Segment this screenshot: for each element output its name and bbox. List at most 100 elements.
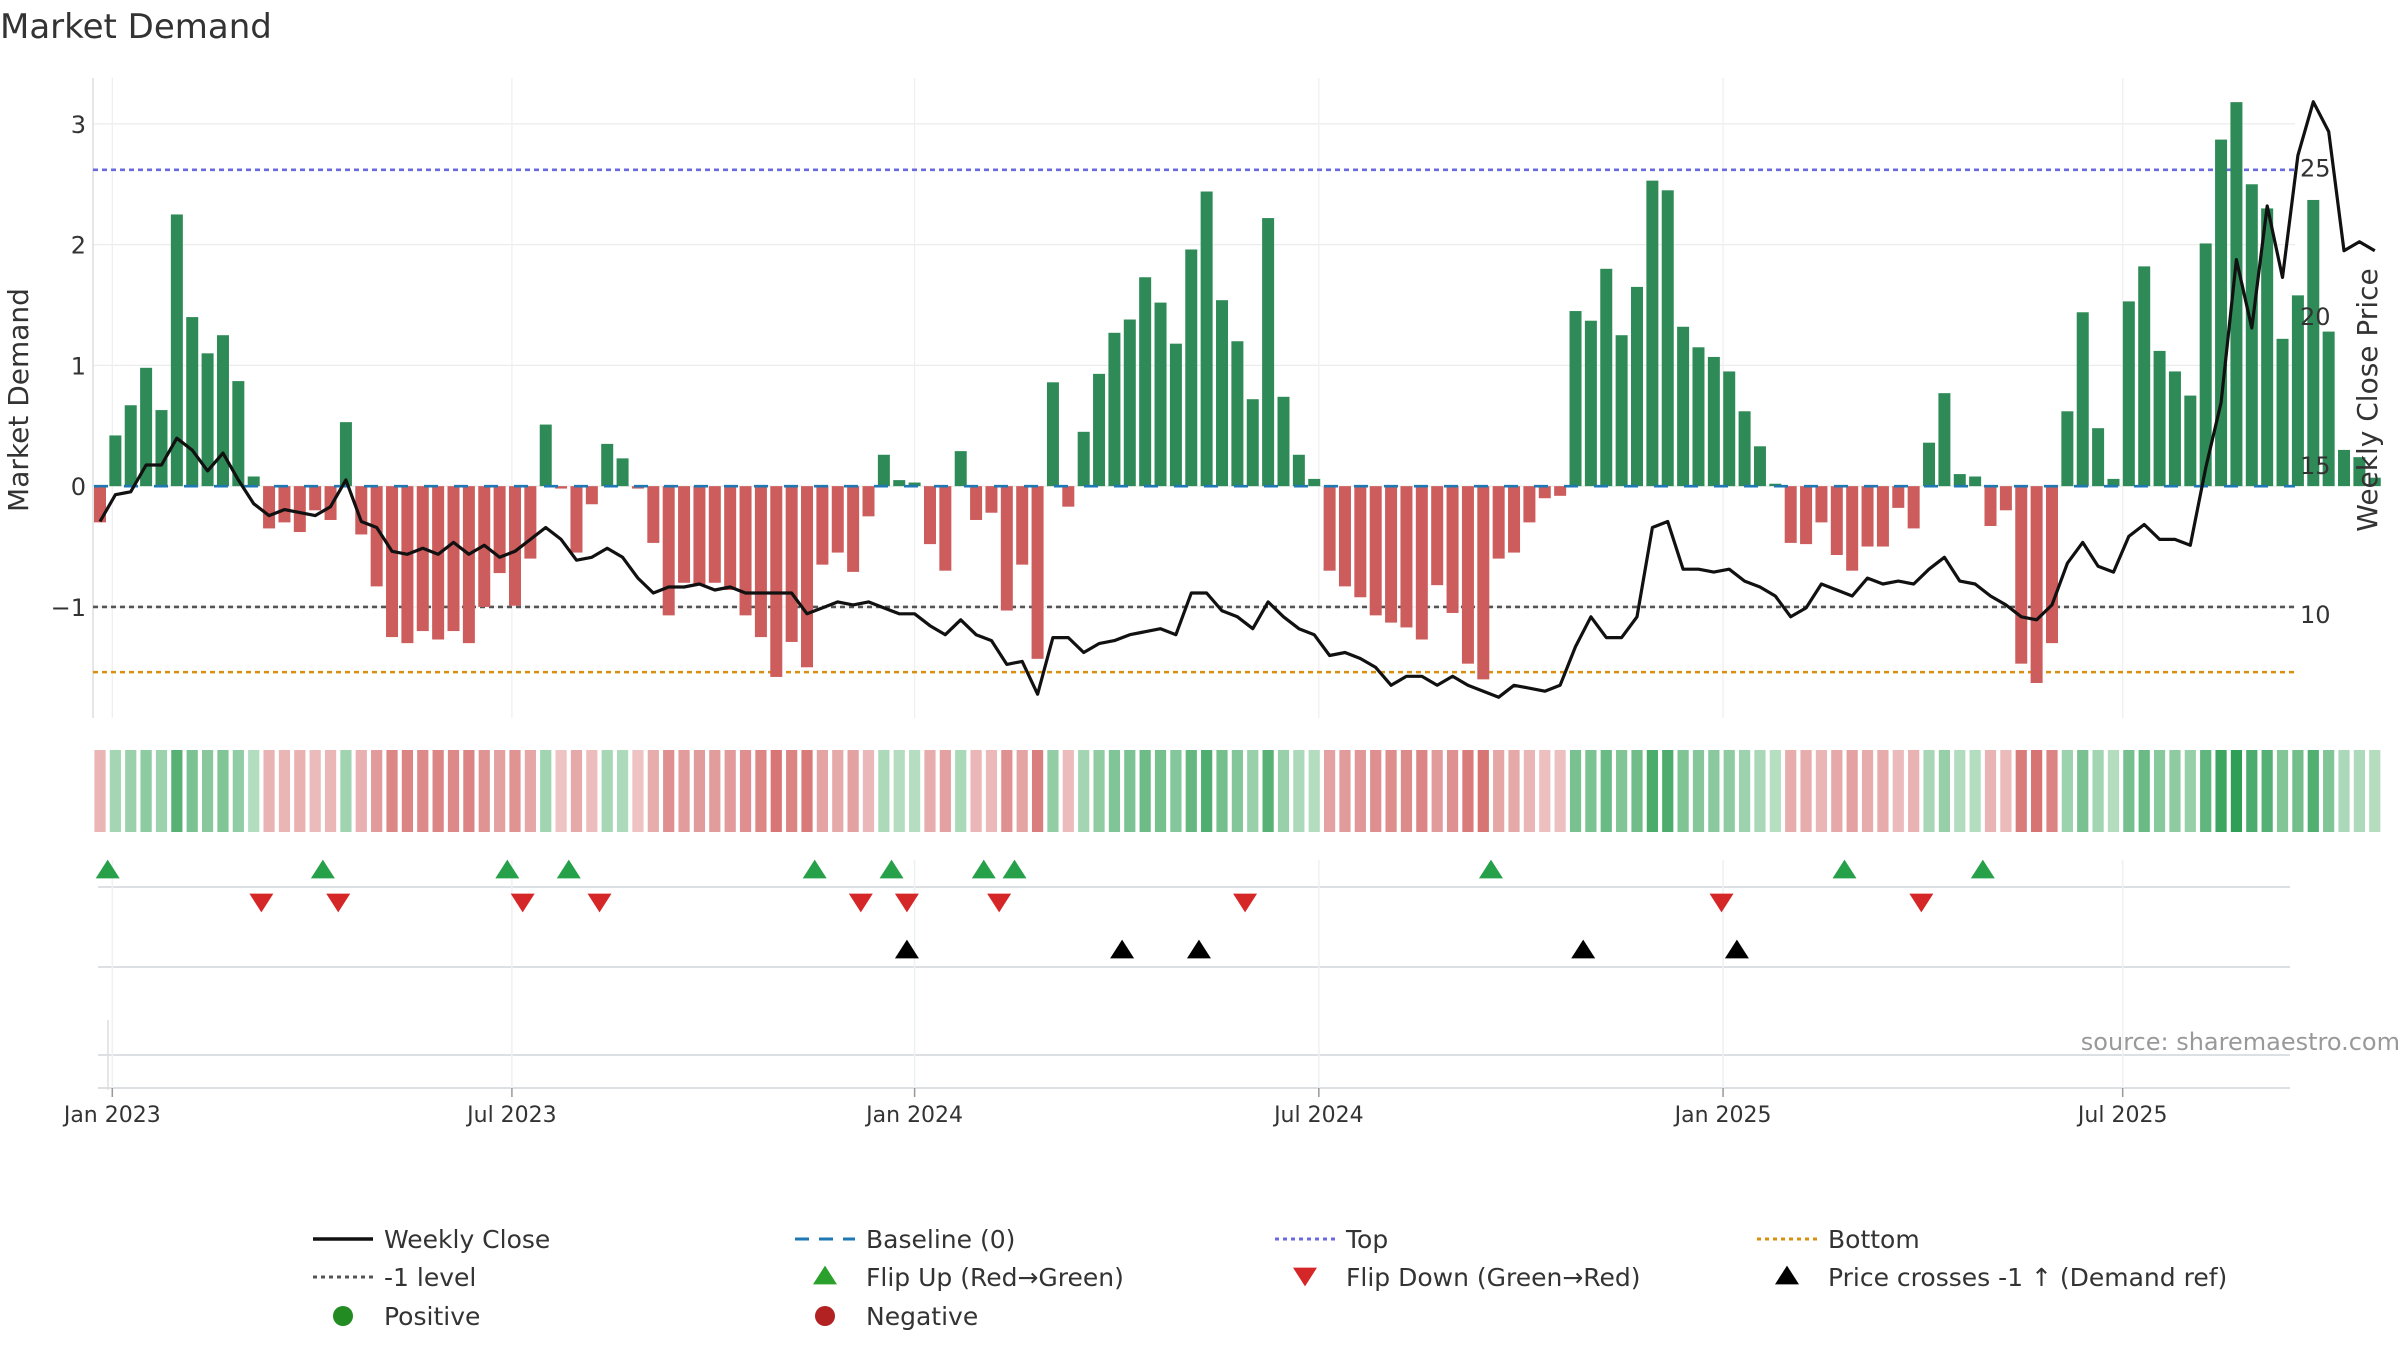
demand-bar	[2138, 266, 2151, 487]
demand-bar	[662, 486, 675, 616]
heat-cell	[94, 750, 106, 832]
demand-bar	[2230, 102, 2243, 487]
demand-bar	[1892, 486, 1905, 508]
heat-cell	[1185, 750, 1197, 832]
x-tick-label: Jan 2023	[62, 1103, 161, 1128]
heat-cell	[125, 750, 137, 832]
demand-bar	[524, 486, 537, 559]
flip-down-marker	[587, 893, 612, 913]
demand-bar	[2153, 350, 2166, 487]
x-tick-label: Jul 2023	[465, 1103, 557, 1128]
heat-cell	[248, 750, 260, 832]
demand-bar	[1999, 486, 2012, 511]
heat-cell	[1677, 750, 1689, 832]
heat-cell	[1662, 750, 1674, 832]
legend-swatch-triangle-up	[813, 1265, 837, 1285]
legend-item: Price crosses -1 ↑ (Demand ref)	[1775, 1263, 2227, 1292]
demand-bar	[247, 476, 260, 487]
demand-bar	[923, 486, 936, 545]
heat-cell	[1462, 750, 1474, 832]
heat-cell	[1124, 750, 1136, 832]
heat-cell	[1431, 750, 1443, 832]
heat-cell	[432, 750, 444, 832]
demand-bar	[155, 410, 168, 487]
flip-down-marker	[249, 893, 274, 913]
demand-bar	[2184, 395, 2197, 487]
demand-bar	[1108, 332, 1121, 487]
heat-cell	[1877, 750, 1889, 832]
demand-bar	[1123, 319, 1136, 487]
heat-cell	[663, 750, 675, 832]
price-cross-marker	[894, 939, 919, 959]
demand-bar	[1677, 326, 1690, 487]
heat-cell	[909, 750, 921, 832]
reference-lines	[93, 168, 2295, 674]
heat-cell	[232, 750, 244, 832]
legend-label: -1 level	[384, 1263, 476, 1292]
heat-cell	[847, 750, 859, 832]
demand-bar	[1554, 486, 1567, 496]
price-cross-marker	[1724, 939, 1749, 959]
heat-cell	[770, 750, 782, 832]
heat-cell	[2292, 750, 2304, 832]
demand-bar	[1738, 411, 1751, 487]
demand-bar	[2076, 312, 2089, 487]
demand-bar	[555, 486, 568, 489]
heat-cell	[832, 750, 844, 832]
heat-cell	[1416, 750, 1428, 832]
price-cross-markers	[894, 939, 1749, 959]
heat-cell	[1216, 750, 1228, 832]
legend-item: Flip Down (Green→Red)	[1293, 1263, 1641, 1292]
demand-bar	[2245, 184, 2258, 487]
heat-cell	[1631, 750, 1643, 832]
chart-title: Market Demand	[0, 7, 272, 47]
legend-label: Top	[1345, 1225, 1388, 1254]
heat-cell	[1170, 750, 1182, 832]
demand-bar	[1876, 486, 1889, 547]
demand-bar	[1461, 486, 1474, 664]
flip-up-marker	[95, 859, 120, 879]
demand-bar	[1400, 486, 1413, 628]
demand-bar	[785, 486, 798, 642]
left-tick-label: −1	[51, 594, 86, 622]
demand-bar	[1830, 486, 1843, 555]
x-tick-label: Jan 2024	[864, 1103, 963, 1128]
price-cross-marker	[1571, 939, 1596, 959]
demand-bar	[2015, 486, 2028, 664]
event-grid	[98, 860, 2290, 1090]
legend-label: Bottom	[1828, 1225, 1920, 1254]
legend-label: Flip Up (Red→Green)	[866, 1263, 1124, 1292]
demand-bar	[770, 486, 783, 677]
heat-cell	[2323, 750, 2335, 832]
heat-cell	[2123, 750, 2135, 832]
demand-bar	[801, 486, 814, 668]
demand-bar	[1354, 486, 1367, 598]
demand-bar	[1661, 190, 1674, 487]
heat-cell	[2077, 750, 2089, 832]
flip-down-marker	[987, 893, 1012, 913]
heat-cell	[217, 750, 229, 832]
left-tick-label: 3	[71, 111, 86, 139]
x-tick-label: Jan 2025	[1673, 1103, 1772, 1128]
demand-bar	[1200, 191, 1213, 487]
heat-cell	[1923, 750, 1935, 832]
x-tick-label: Jul 2025	[2076, 1103, 2168, 1128]
heat-cell	[1984, 750, 1997, 832]
heat-cell	[1738, 750, 1751, 832]
demand-bar	[570, 486, 583, 553]
demand-bar	[1093, 373, 1106, 487]
heat-cell	[1078, 750, 1090, 832]
right-y-ticks: 25 20 15 10	[2300, 154, 2331, 629]
demand-bar	[1523, 486, 1536, 523]
demand-bar	[2276, 338, 2289, 487]
demand-bar	[2338, 449, 2351, 487]
demand-bar	[2291, 295, 2304, 487]
heat-cell	[355, 750, 367, 832]
demand-bar	[370, 486, 383, 587]
right-tick-label: 15	[2300, 452, 2331, 480]
demand-bar	[2199, 243, 2212, 487]
demand-bar	[1169, 343, 1182, 487]
heat-cell	[709, 750, 721, 832]
demand-bar	[1446, 486, 1459, 613]
demand-bar	[1907, 486, 1920, 529]
